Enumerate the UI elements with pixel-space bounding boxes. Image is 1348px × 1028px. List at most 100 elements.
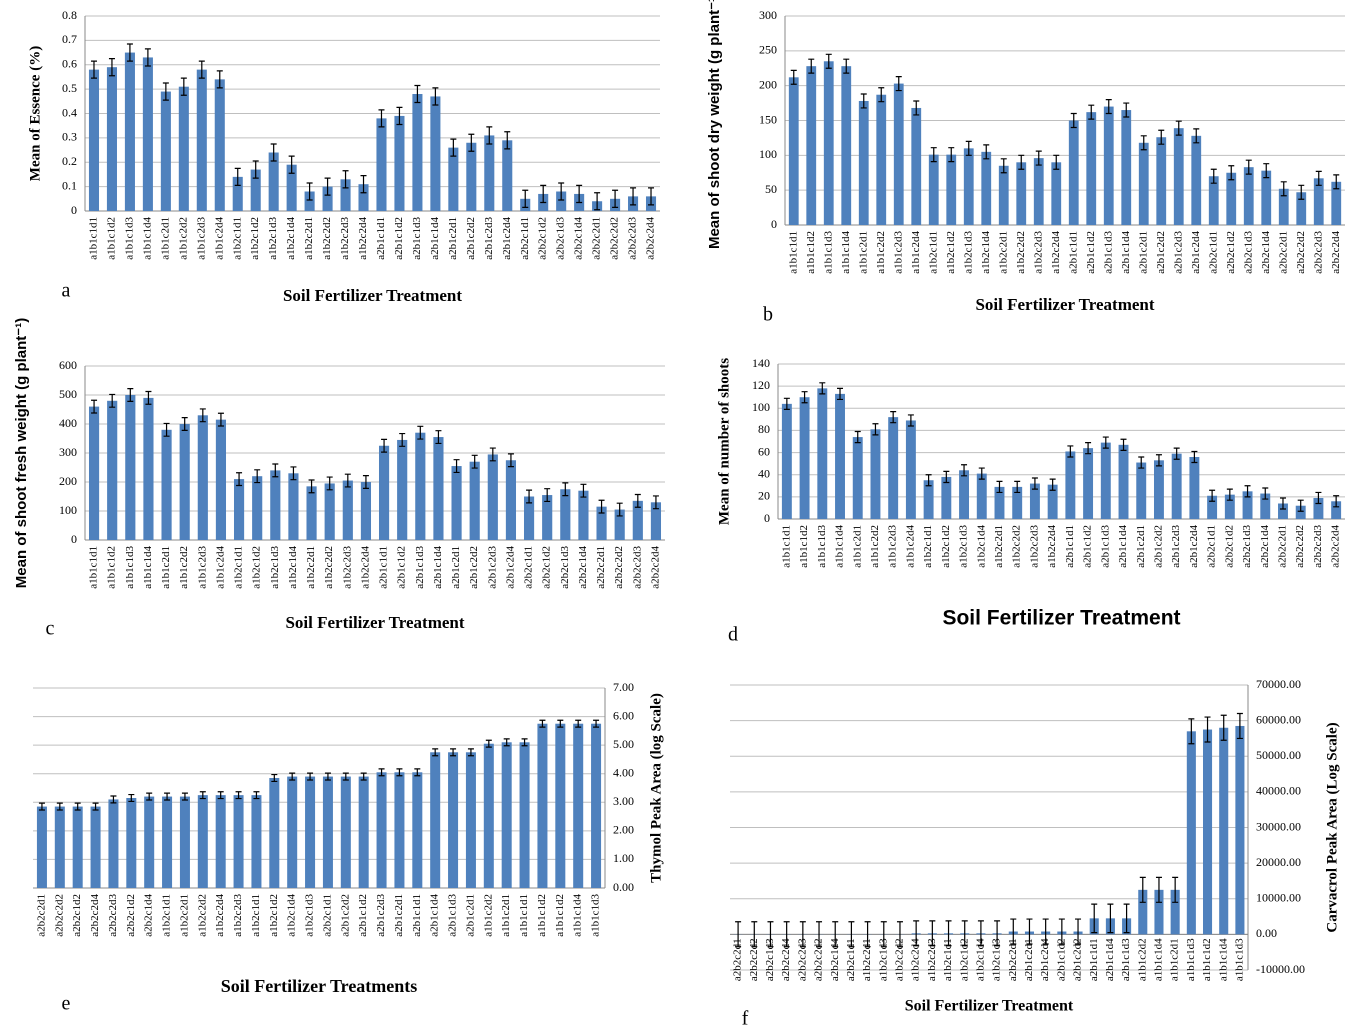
bar [340,179,351,211]
x-tick-label: a2b2c2d2 [748,938,760,981]
x-tick-label: a2b2c1d4 [577,546,589,589]
bar [781,403,792,519]
error-bar [783,397,790,410]
x-tick-label: a2b1c1d1 [411,894,423,937]
y-tick-label: 60 [758,444,770,458]
bar [126,798,137,888]
bar [251,795,262,888]
y-tick-label: 0 [71,203,77,217]
y-axis-label: Thymol Peak Area (log Scale) [648,693,664,883]
error-bar [91,399,98,414]
error-bar [1188,718,1195,745]
bar [1051,162,1062,225]
bar [451,466,462,540]
bar [799,397,810,519]
error-bar [930,147,937,163]
bar [397,439,408,540]
x-tick-label: a2b1c1d3 [1102,231,1114,274]
error-bar [162,82,169,101]
x-tick-label: a1b1c2d1 [857,231,869,274]
bar [893,83,904,226]
panel-label: f [742,1008,749,1028]
error-bar [580,483,587,498]
bar [215,419,227,540]
error-bar [450,138,457,157]
error-bar [378,109,385,128]
bar [1331,181,1342,225]
x-axis-label: Soil Fertilizer Treatments [221,976,418,996]
error-bar [450,748,457,757]
bar [358,776,369,888]
error-bar [417,425,424,440]
bar [252,476,263,540]
error-bar [1138,456,1145,469]
x-tick-label: a1b1c1d2 [798,525,810,568]
x-tick-label: a1b2c2d4 [1050,231,1062,274]
x-tick-label: a2b1c1d1 [375,217,387,260]
x-axis-label: Soil Fertilizer Treatment [285,613,464,632]
error-bar [1123,903,1130,934]
bar [466,142,477,211]
x-tick-label: a1b2c1d2 [958,938,970,981]
bar [286,164,297,211]
x-tick-label: a1b2c1d2 [945,231,957,274]
error-bar [396,768,403,777]
bar [1224,494,1235,519]
error-bar [1088,104,1095,120]
error-bar [306,182,313,201]
bar [1029,483,1040,519]
x-tick-label: a2b1c2d4 [501,217,513,260]
error-bar [56,802,63,811]
x-tick-label: a2b2c2d4 [1330,231,1342,274]
error-bar [503,738,510,747]
error-bar [544,488,551,503]
x-tick-label: a2b2c2d3 [1312,525,1324,568]
error-bar [648,187,655,206]
x-tick-label: a1b2c1d4 [980,231,992,274]
error-bar [783,921,790,948]
x-tick-label: a2b1c2d2 [1072,938,1084,981]
x-tick-label: a1b1c2d3 [196,546,208,589]
y-tick-label: 100 [759,147,777,161]
error-bar [360,772,367,781]
error-bar [801,391,808,404]
error-bar [127,388,134,402]
bar [125,395,136,540]
error-bar [634,493,641,508]
error-bar [1010,918,1017,945]
error-bar [74,802,81,811]
bar [911,107,922,225]
bar [415,432,426,540]
error-bar [414,84,421,104]
y-axis-label: Mean of shoot fresh weight (g plant⁻¹) [13,318,30,588]
error-bar [913,920,920,947]
y-tick-label: 0 [771,217,777,231]
error-bar [880,921,887,948]
x-tick-label: a1b1c2d2 [1136,938,1148,981]
bar [1033,158,1044,225]
x-tick-label: a2b1c1d2 [393,217,405,260]
error-bar [562,482,569,497]
x-tick-label: a1b2c1d1 [927,231,939,274]
error-bar [1049,478,1056,491]
y-tick-label: 0.1 [62,178,77,192]
y-tick-label: 30000.00 [1256,819,1301,833]
bar [946,154,957,225]
error-bar [163,422,170,437]
bar [287,776,298,888]
x-tick-label: a1b1c1d2 [106,546,118,589]
bar [1121,110,1132,225]
bar [905,420,916,519]
bar [817,388,828,519]
panel-label: b [763,304,773,326]
bar [1207,495,1218,519]
error-bar [913,100,920,116]
bar [54,806,65,888]
x-tick-label: a1b2c2d2 [1011,525,1023,568]
error-bar [1210,168,1217,184]
error-bar [825,53,832,69]
error-bar [272,463,279,478]
panel-label: e [62,993,71,1015]
error-bar [110,795,117,804]
